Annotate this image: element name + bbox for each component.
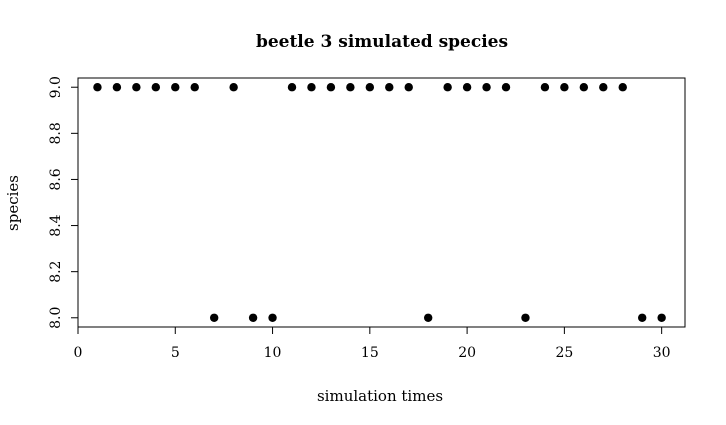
data-point [287, 83, 297, 92]
data-point [423, 313, 433, 322]
data-point [171, 83, 180, 92]
data-point [151, 83, 161, 92]
data-point [637, 313, 647, 322]
y-axis-label: species [4, 175, 22, 231]
data-point [112, 83, 122, 92]
y-tick-label: 9.0 [48, 76, 64, 98]
x-axis: 0 5 10 15 20 25 30 [74, 326, 671, 361]
data-point [560, 83, 569, 92]
data-point [385, 83, 394, 92]
x-axis-label: simulation times [317, 387, 443, 405]
y-tick-label: 8.8 [48, 122, 64, 144]
data-point [268, 313, 277, 322]
x-tick-label: 25 [555, 345, 573, 361]
chart-title: beetle 3 simulated species [256, 32, 508, 52]
data-point [346, 83, 355, 92]
data-point [209, 313, 219, 322]
data-points [93, 83, 666, 322]
data-point [521, 313, 530, 322]
data-point [443, 83, 452, 92]
y-tick-label: 8.4 [48, 214, 64, 236]
data-point [618, 83, 627, 92]
data-point [248, 313, 258, 322]
y-tick-label: 8.2 [48, 261, 64, 283]
data-point [190, 83, 199, 92]
data-point [307, 83, 316, 92]
x-tick-label: 15 [361, 345, 379, 361]
x-tick-label: 5 [171, 345, 180, 361]
y-tick-label: 8.6 [48, 168, 64, 190]
data-point [365, 83, 375, 92]
data-point [93, 83, 102, 92]
data-point [599, 83, 608, 92]
x-tick-label: 10 [264, 345, 282, 361]
data-point [229, 83, 238, 92]
x-tick-label: 30 [653, 345, 671, 361]
data-point [132, 83, 141, 92]
data-point [540, 83, 550, 92]
y-axis: 8.0 8.2 8.4 8.6 8.8 9.0 [48, 76, 79, 329]
data-point [326, 83, 336, 92]
plot-frame [77, 77, 686, 328]
data-point [657, 313, 666, 322]
data-point [462, 83, 472, 92]
data-point [482, 83, 491, 92]
data-point [579, 83, 589, 92]
x-tick-label: 20 [458, 345, 476, 361]
x-tick-label: 0 [74, 345, 83, 361]
data-point [501, 83, 511, 92]
y-tick-label: 8.0 [48, 307, 64, 329]
data-point [404, 83, 413, 92]
